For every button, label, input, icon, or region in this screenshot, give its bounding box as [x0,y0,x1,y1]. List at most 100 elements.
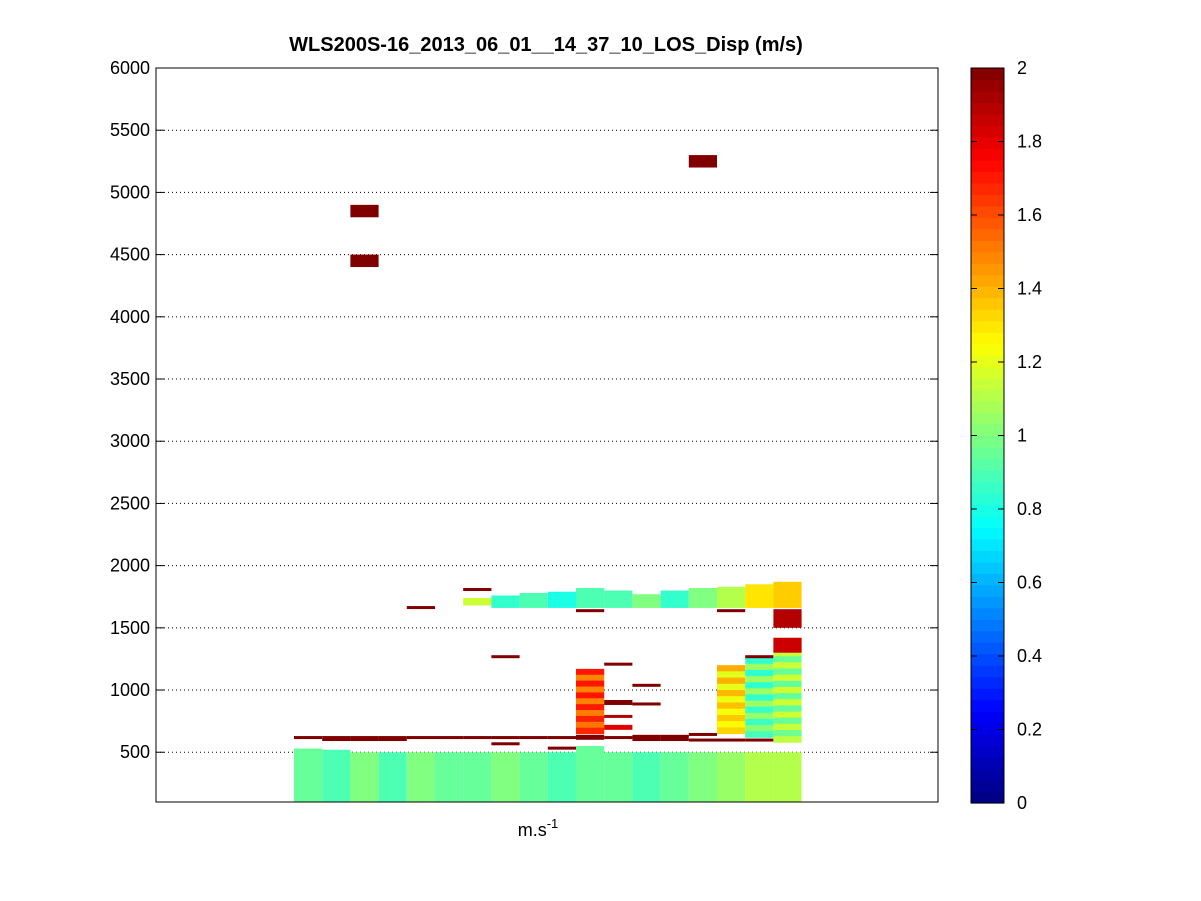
heatmap-cell [547,746,576,750]
plot-background [156,68,938,802]
heatmap-cell [745,712,774,720]
colorbar-segment [971,194,1004,207]
y-tick-label: 2000 [110,556,150,576]
colorbar-segment [971,412,1004,425]
colorbar-segment [971,389,1004,402]
colorbar-tick-label: 1.6 [1017,205,1042,225]
heatmap-cell [688,732,717,736]
heatmap-cell [688,752,717,802]
colorbar-segment [971,320,1004,333]
heatmap-cell [745,725,774,732]
heatmap-cell [294,748,323,802]
heatmap-cell [491,736,520,740]
colorbar-segment [971,424,1004,437]
colorbar-segment [971,171,1004,184]
heatmap-cell [745,657,774,665]
heatmap-cell [745,738,774,742]
heatmap-cell [378,752,407,802]
colorbar-segment [971,286,1004,299]
heatmap-cell [350,736,379,742]
heatmap-cell [773,674,802,682]
y-tick-label: 4500 [110,245,150,265]
y-tick-label: 4000 [110,307,150,327]
heatmap-cell [491,655,520,659]
y-axis: 500 1000 1500 2000 2500 3000 3500 4000 4500 5000 5… [110,58,938,762]
colorbar-tick-label: 1.4 [1017,279,1042,299]
colorbar-segment [971,791,1004,804]
heatmap-cell [773,668,802,676]
heatmap-cell [773,736,802,743]
colorbar-segment [971,217,1004,230]
colorbar-segment [971,676,1004,689]
heatmap-cell [435,752,464,802]
heatmap-cell [773,581,802,608]
colorbar-segment [971,446,1004,460]
heatmap-cell [491,742,520,746]
heatmap-cell [632,683,661,687]
heatmap-cell [773,650,802,657]
heatmap-cell [350,204,379,218]
colorbar-segment [971,722,1004,735]
colorbar-segment [971,182,1004,195]
colorbar-segment [971,113,1004,127]
colorbar-segment [971,734,1004,747]
heatmap-cell [547,752,576,802]
heatmap-cell [463,588,492,592]
heatmap-cell [322,736,351,742]
heatmap-cell [773,637,802,653]
y-tick-label: 6000 [110,58,150,78]
x-axis-label: m.s-1 [518,816,559,840]
plot-frame [155,67,939,803]
heatmap-cell [519,592,548,608]
colorbar-segment [971,309,1004,322]
heatmap-cell [632,594,661,608]
heatmap-cell [660,752,689,802]
heatmap-cell [576,710,605,717]
colorbar-segment [971,699,1004,712]
colorbar-segment [971,240,1004,253]
colorbar-segment [971,90,1004,104]
heatmap-cell [773,693,802,700]
colorbar-segment [971,355,1004,368]
colorbar-segment [971,458,1004,471]
heatmap-cell [745,718,774,726]
colorbar-segment [971,469,1004,483]
colorbar-segment [971,263,1004,276]
heatmap-cell [745,706,774,714]
heatmap-cell [604,590,633,608]
colorbar-segment [971,619,1004,632]
colorbar-segment [971,332,1004,345]
colorbar-segment [971,435,1004,448]
colorbar-segment [971,561,1004,574]
colorbar-segment [971,538,1004,551]
heatmap-cell [576,727,605,735]
heatmap-cell [576,746,605,802]
heatmap-cell [717,708,746,716]
heatmap-cell [576,668,605,676]
heatmap-cell [745,584,774,608]
heatmap-cell [576,609,605,613]
heatmap-cell [773,711,802,719]
colorbar-segment [971,550,1004,563]
colorbar-segment [971,228,1004,241]
heatmap-cell [773,656,802,663]
colorbar-segment [971,102,1004,115]
heatmap-cell [717,683,746,691]
heatmap-cell [576,721,605,729]
heatmap-cell [773,717,802,725]
colorbar-segment [971,711,1004,724]
colorbar-tick-label: 0.4 [1017,646,1042,666]
heatmap-cell [576,704,605,711]
heatmap-cell [773,686,802,694]
heatmap-cell [745,700,774,708]
heatmap-cell [491,752,520,802]
colorbar-segment [971,481,1004,494]
heatmap-cell [773,699,802,706]
heatmap-cell [773,723,802,731]
colorbar-segment [971,688,1004,701]
colorbar-segment [971,366,1004,379]
colorbar-tick-label: 1.8 [1017,132,1042,152]
heatmap-cell [576,686,605,693]
colorbar-segment [971,136,1004,149]
heatmap-cell [350,752,379,802]
